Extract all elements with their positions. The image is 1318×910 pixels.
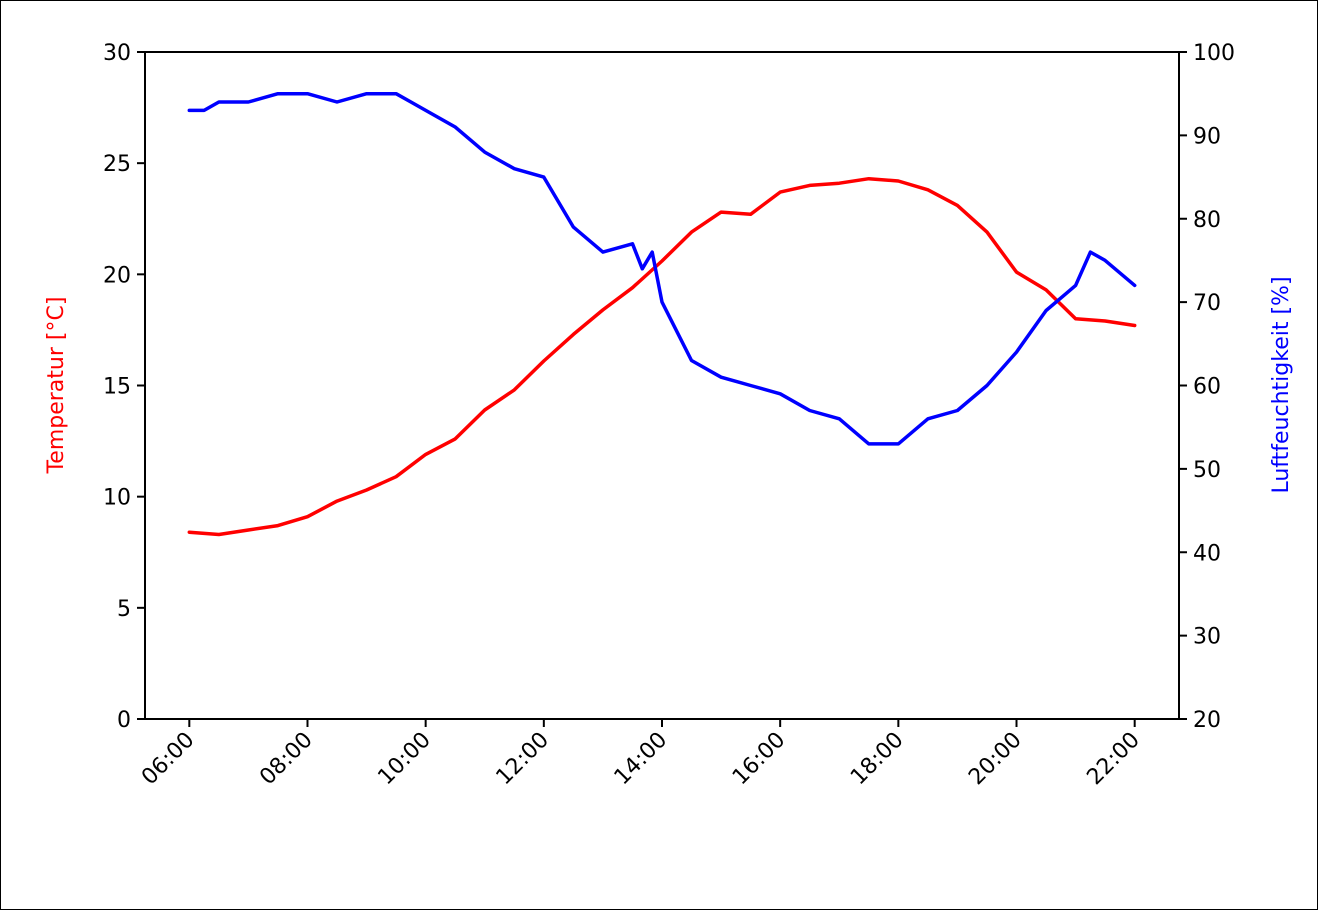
- y-axis-left: 0 5 10 15 20 25 30: [103, 41, 145, 733]
- y-left-tick-label: 10: [103, 486, 131, 511]
- y-right-tick-label: 90: [1193, 124, 1221, 149]
- plot-frame: [144, 51, 1180, 720]
- x-tick-label: 06:00: [137, 728, 200, 791]
- y-right-tick-label: 40: [1193, 541, 1221, 566]
- x-axis: 06:00 08:00 10:00 12:00 14:00 16:00 18:00 20:00…: [137, 719, 1145, 790]
- humidity-series-line: [187, 91, 1137, 446]
- temperature-series-line: [187, 176, 1137, 537]
- y-right-tick-label: 60: [1193, 375, 1221, 400]
- x-tick-label: 14:00: [610, 728, 673, 791]
- y-right-tick-label: 70: [1193, 291, 1221, 316]
- x-tick-label: 08:00: [255, 728, 318, 791]
- y-right-tick-label: 20: [1193, 708, 1221, 733]
- y-axis-left-title: Temperatur [°C]: [44, 297, 69, 475]
- y-left-tick-label: 25: [103, 152, 131, 177]
- y-right-tick-label: 50: [1193, 458, 1221, 483]
- y-left-tick-label: 5: [117, 597, 131, 622]
- y-right-tick-label: 80: [1193, 208, 1221, 233]
- y-left-tick-label: 20: [103, 263, 131, 288]
- x-tick-label: 16:00: [728, 728, 791, 791]
- y-left-tick-label: 0: [117, 708, 131, 733]
- x-tick-label: 10:00: [373, 728, 436, 791]
- x-tick-label: 12:00: [492, 728, 555, 791]
- y-left-tick-label: 30: [103, 41, 131, 66]
- y-right-tick-label: 100: [1193, 41, 1235, 66]
- y-left-tick-label: 15: [103, 375, 131, 400]
- x-tick-label: 18:00: [846, 728, 909, 791]
- x-tick-label: 22:00: [1082, 728, 1145, 791]
- y-axis-right: 20 30 40 50 60 70 80 90 100: [1179, 41, 1235, 733]
- y-right-tick-label: 30: [1193, 625, 1221, 650]
- y-axis-right-title: Luftfeuchtigkeit [%]: [1269, 276, 1294, 493]
- x-tick-label: 20:00: [964, 728, 1027, 791]
- plot-area: [187, 91, 1137, 537]
